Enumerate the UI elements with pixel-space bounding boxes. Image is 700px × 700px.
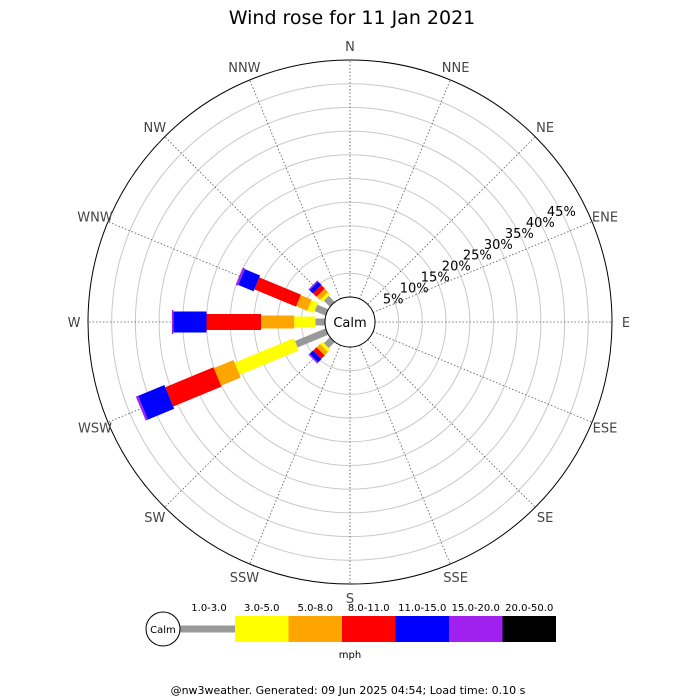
calm-label: Calm — [333, 316, 366, 331]
radial-tick-label: 45% — [547, 205, 576, 220]
spoke-sw — [164, 339, 333, 508]
polar-grid: N NNE NE ENE E ESE SE SSE S SSW SW WSW W WNW NW NNW 5%10… — [68, 40, 631, 607]
petal-wsw-bin-3 — [165, 367, 222, 407]
grid-ring-45 — [111, 83, 589, 561]
petal-nw-bin-5 — [308, 280, 319, 291]
legend-calm-label: Calm — [150, 625, 176, 636]
direction-label-ese: ESE — [593, 422, 618, 437]
petal-w-bin-5 — [171, 310, 174, 334]
legend-swatch-4 — [395, 616, 449, 642]
petal-nw-bin-4 — [309, 281, 322, 294]
petal-w-bin-0 — [315, 318, 325, 326]
direction-label-se: SE — [537, 511, 553, 526]
petal-wnw-bin-1 — [307, 299, 319, 314]
petal-wnw-bin-3 — [254, 277, 301, 307]
spoke-ene — [372, 221, 593, 313]
legend-swatch-5 — [449, 616, 503, 642]
legend-label: 5.0-8.0 — [298, 603, 333, 614]
petal-sw-bin-5 — [308, 353, 319, 364]
radial-tick-label: 30% — [484, 238, 513, 253]
direction-label-sw: SW — [144, 511, 165, 526]
direction-label-n: N — [345, 40, 355, 55]
direction-label-nw: NW — [144, 121, 167, 136]
legend-label: 20.0-50.0 — [505, 603, 553, 614]
direction-label-ssw: SSW — [230, 571, 260, 586]
petal-sw-bin-4 — [309, 350, 322, 363]
petal-wnw-bin-2 — [296, 295, 312, 311]
spoke-se — [367, 339, 536, 508]
radial-tick-label: 15% — [421, 271, 450, 286]
outer-ring — [87, 59, 613, 585]
direction-label-s: S — [346, 592, 354, 607]
petal-w-bin-1 — [294, 316, 316, 328]
petal-nw-bin-3 — [313, 285, 325, 297]
spoke-sse — [359, 344, 451, 565]
spoke-ne — [367, 136, 536, 305]
radial-tick-label: 40% — [526, 216, 555, 231]
legend-swatch-2 — [288, 616, 342, 642]
petal-wsw-bin-0 — [294, 328, 329, 348]
legend-swatch-6 — [502, 616, 556, 642]
legend-swatch-3 — [342, 616, 396, 642]
direction-label-wnw: WNW — [77, 210, 113, 225]
petal-nw-bin-1 — [320, 292, 331, 303]
petal-wsw-bin-1 — [234, 338, 299, 375]
radial-tick-label: 25% — [463, 249, 492, 264]
spoke-ese — [372, 331, 593, 423]
legend-calm-circle — [145, 611, 181, 647]
speed-legend: Calm 1.0-3.0 3.0-5.0 5.0-8.0 8.0-11.0 11.0-15… — [145, 603, 556, 661]
spoke-nne — [359, 79, 451, 300]
petal-sw-bin-3 — [313, 347, 325, 359]
spoke-ssw — [249, 344, 341, 565]
petal-wnw-bin-5 — [235, 267, 246, 286]
calm-center: Calm — [324, 296, 376, 348]
direction-label-sse: SSE — [443, 571, 468, 586]
legend-label: 15.0-20.0 — [452, 603, 500, 614]
spoke-nnw — [249, 79, 341, 300]
petal-nw-bin-2 — [316, 288, 328, 300]
petal-sw-bin-1 — [320, 341, 331, 352]
wind-petals — [135, 267, 335, 421]
chart-title: Wind rose for 11 Jan 2021 — [229, 7, 476, 29]
legend-swatch-1 — [235, 616, 289, 642]
direction-label-w: W — [68, 316, 81, 331]
petal-wsw-bin-4 — [138, 385, 175, 420]
legend-label: 1.0-3.0 — [191, 603, 226, 614]
legend-label: 11.0-15.0 — [398, 603, 446, 614]
direction-label-wsw: WSW — [78, 422, 112, 437]
direction-label-ne: NE — [536, 121, 554, 136]
petal-sw-bin-2 — [316, 344, 328, 356]
petal-w-bin-3 — [206, 313, 262, 331]
petal-w-bin-4 — [173, 311, 207, 333]
legend-label: 3.0-5.0 — [244, 603, 279, 614]
direction-label-nne: NNE — [442, 61, 470, 76]
petal-wsw-bin-2 — [213, 359, 241, 386]
petal-wnw-bin-4 — [238, 269, 261, 292]
spoke-nw — [164, 136, 333, 305]
legend-label: 8.0-11.0 — [348, 603, 390, 614]
radial-tick-label: 20% — [442, 260, 471, 275]
radial-tick-label: 10% — [400, 282, 429, 297]
radial-tick-label: 35% — [505, 227, 534, 242]
direction-label-e: E — [622, 316, 630, 331]
radial-tick-label: 5% — [383, 293, 404, 308]
direction-label-nnw: NNW — [228, 61, 260, 76]
footer-text: @nw3weather. Generated: 09 Jun 2025 04:5… — [171, 684, 526, 697]
legend-unit: mph — [339, 650, 361, 661]
petal-w-bin-2 — [261, 315, 295, 329]
petal-wsw-bin-5 — [135, 395, 148, 421]
calm-circle — [324, 296, 376, 348]
direction-label-ene: ENE — [592, 210, 618, 225]
petal-wnw-bin-0 — [314, 304, 329, 316]
